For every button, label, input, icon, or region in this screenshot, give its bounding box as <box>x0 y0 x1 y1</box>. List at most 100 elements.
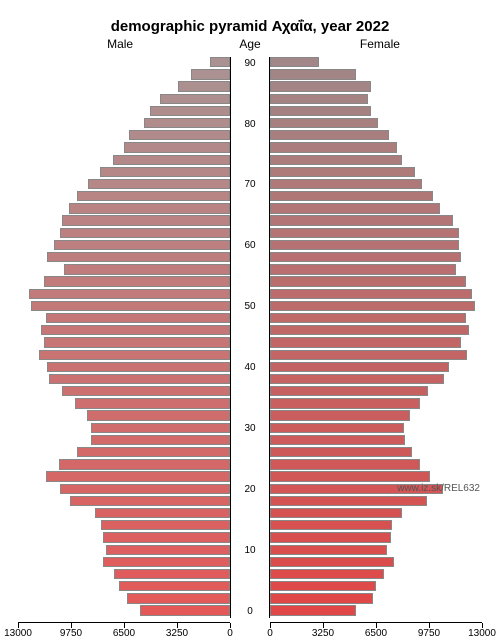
male-bar <box>46 471 230 481</box>
male-cell <box>18 447 230 459</box>
age-label-cell <box>230 130 270 142</box>
male-cell <box>18 459 230 471</box>
male-cell <box>18 605 230 617</box>
x-tick-label: 3250 <box>312 628 334 639</box>
female-cell <box>270 374 482 386</box>
age-label-cell <box>230 374 270 386</box>
x-tick-label: 3250 <box>166 628 188 639</box>
male-cell <box>18 69 230 81</box>
age-label-cell <box>230 386 270 398</box>
age-row <box>18 94 482 106</box>
female-bar <box>270 459 420 469</box>
female-cell <box>270 301 482 313</box>
pyramid-chart: demographic pyramid Αχαΐα, year 2022 Mal… <box>0 0 500 500</box>
age-row: 80 <box>18 118 482 130</box>
male-bar <box>129 130 230 140</box>
age-row <box>18 496 482 508</box>
age-label-cell: 30 <box>230 423 270 435</box>
age-header: Age <box>239 37 260 51</box>
age-row <box>18 252 482 264</box>
female-cell <box>270 362 482 374</box>
female-bar <box>270 203 440 213</box>
female-bar <box>270 398 420 408</box>
x-tick-label: 9750 <box>418 628 440 639</box>
male-bar <box>47 362 230 372</box>
age-row <box>18 520 482 532</box>
age-label-cell <box>230 496 270 508</box>
age-label-cell <box>230 471 270 483</box>
female-cell <box>270 459 482 471</box>
male-bar <box>62 386 230 396</box>
male-cell <box>18 398 230 410</box>
male-bar <box>59 459 230 469</box>
age-row: 0 <box>18 605 482 617</box>
female-cell <box>270 532 482 544</box>
age-row <box>18 593 482 605</box>
male-bar <box>41 325 230 335</box>
male-bar <box>191 69 230 79</box>
female-bar <box>270 252 461 262</box>
male-cell <box>18 142 230 154</box>
female-bar <box>270 386 428 396</box>
female-cell <box>270 508 482 520</box>
age-row <box>18 374 482 386</box>
female-header: Female <box>360 37 400 51</box>
x-tick-label: 6500 <box>365 628 387 639</box>
female-bar <box>270 57 319 67</box>
age-row <box>18 398 482 410</box>
female-cell <box>270 94 482 106</box>
male-cell <box>18 106 230 118</box>
female-cell <box>270 142 482 154</box>
male-bar <box>70 496 230 506</box>
male-bar <box>31 301 230 311</box>
female-cell <box>270 471 482 483</box>
male-cell <box>18 532 230 544</box>
age-label-cell <box>230 106 270 118</box>
male-cell <box>18 423 230 435</box>
age-label-cell <box>230 508 270 520</box>
female-cell <box>270 557 482 569</box>
age-row: 50 <box>18 301 482 313</box>
male-cell <box>18 203 230 215</box>
age-label-cell <box>230 264 270 276</box>
age-label-cell <box>230 81 270 93</box>
age-row <box>18 508 482 520</box>
female-cell <box>270 228 482 240</box>
male-cell <box>18 484 230 496</box>
male-bar <box>47 252 230 262</box>
male-cell <box>18 81 230 93</box>
female-cell <box>270 545 482 557</box>
male-bar <box>160 94 230 104</box>
male-bar <box>210 57 230 67</box>
female-cell <box>270 325 482 337</box>
male-cell <box>18 471 230 483</box>
female-cell <box>270 569 482 581</box>
male-bar <box>60 228 230 238</box>
male-cell <box>18 215 230 227</box>
x-axis: 032506500975013000 032506500975013000 <box>18 622 482 642</box>
female-bar <box>270 350 467 360</box>
age-row <box>18 203 482 215</box>
male-cell <box>18 94 230 106</box>
female-bar <box>270 240 459 250</box>
female-bar <box>270 142 397 152</box>
male-cell <box>18 545 230 557</box>
female-bar <box>270 569 384 579</box>
age-row <box>18 276 482 288</box>
x-axis-gap <box>230 622 270 642</box>
male-cell <box>18 325 230 337</box>
female-bar <box>270 313 466 323</box>
age-row: 90 <box>18 57 482 69</box>
age-label-cell: 40 <box>230 362 270 374</box>
pyramid-body: 9080706050403020100 <box>18 57 482 618</box>
female-cell <box>270 106 482 118</box>
male-bar <box>60 484 230 494</box>
female-cell <box>270 155 482 167</box>
age-label-cell <box>230 435 270 447</box>
male-cell <box>18 301 230 313</box>
female-bar <box>270 325 469 335</box>
female-bar <box>270 69 356 79</box>
male-bar <box>44 337 230 347</box>
male-cell <box>18 350 230 362</box>
male-bar <box>64 264 230 274</box>
